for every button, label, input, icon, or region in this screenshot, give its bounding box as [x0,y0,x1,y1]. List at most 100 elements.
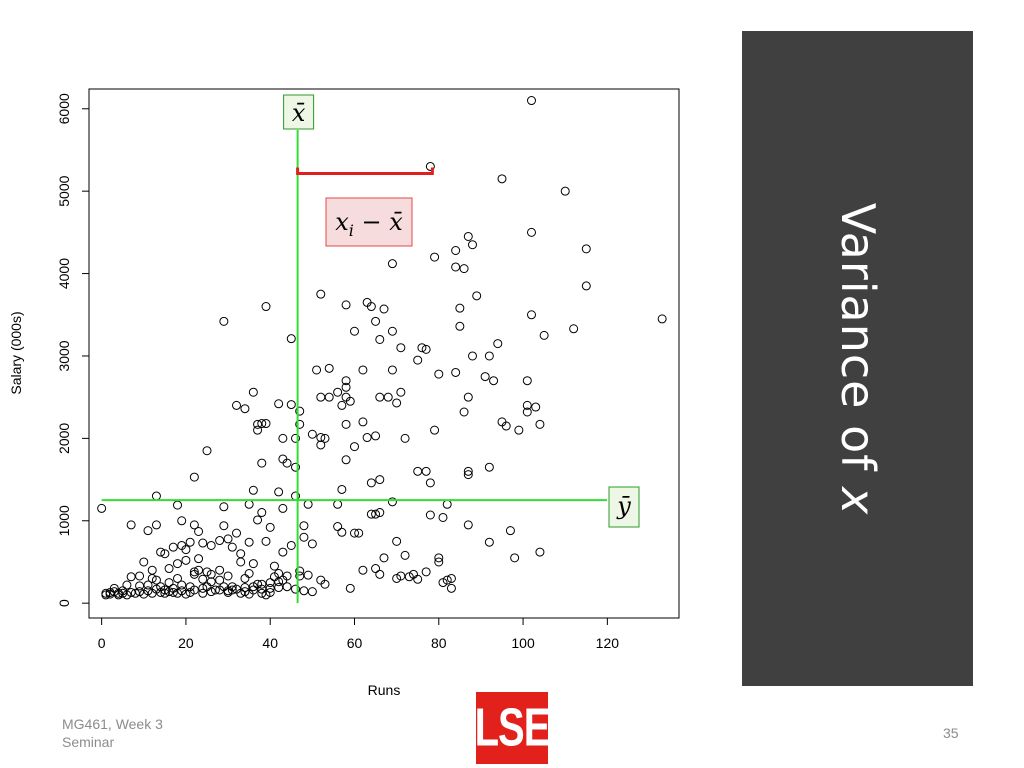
data-point [337,400,347,410]
data-point [248,559,258,569]
data-point [206,569,216,579]
footer-course: MG461, Week 3 Seminar [62,715,163,751]
data-point [232,528,241,538]
data-point [236,557,246,567]
data-point [223,571,233,581]
data-point [295,566,305,576]
data-point [463,520,473,530]
data-point [501,421,511,431]
y-tick-label: 5000 [56,175,72,206]
data-point [143,526,153,536]
data-point [480,372,490,382]
data-point [387,259,397,269]
data-point [240,573,250,583]
data-point [232,400,241,410]
slide-title-main: Variance of [830,202,885,487]
data-points [97,96,667,600]
data-point [527,310,536,320]
data-point [455,303,465,313]
data-point [223,534,233,544]
data-point [219,502,229,512]
data-point [261,419,271,429]
data-point [164,578,174,588]
data-point [451,367,461,377]
x-tick-label: 80 [431,635,447,651]
data-point [257,588,267,598]
data-point [253,579,263,589]
data-point [421,466,431,476]
data-point [274,583,284,593]
data-point [109,587,119,597]
data-point [168,583,178,593]
data-point [139,557,149,567]
data-point [295,406,305,416]
data-point [181,545,191,555]
data-point [240,404,250,414]
page-number: 35 [943,725,959,741]
x-tick-label: 120 [596,635,620,651]
data-point [130,588,140,598]
data-point [387,326,397,336]
data-point [510,553,520,563]
data-point [291,433,300,443]
data-point [434,557,444,567]
data-point [316,440,326,450]
data-point [257,579,267,589]
data-point [392,536,402,546]
data-point [278,433,288,443]
data-point [143,586,153,596]
data-point [362,433,372,443]
data-point [173,573,182,583]
title-panel: Variance of x [742,31,973,686]
data-point [135,587,145,597]
data-point [472,291,482,301]
data-point [320,433,330,443]
data-point [261,536,271,546]
data-point [341,419,351,429]
data-point [421,344,431,354]
data-point [215,575,225,585]
data-point [413,355,423,365]
data-point [253,515,263,525]
data-point [392,573,402,583]
deviation-label-rest: − x̄ [354,208,403,236]
data-point [181,555,191,565]
data-point [438,512,448,522]
data-point [425,478,435,488]
y-tick-label: 3000 [56,340,72,371]
data-point [219,316,229,326]
x-axis-title: Runs [368,682,401,698]
data-point [425,161,435,171]
data-point [168,542,178,552]
xbar-label-box [283,94,315,130]
y-tick-label: 6000 [56,93,72,124]
x-axis: 0 20 40 60 80 100 120 [98,617,620,651]
data-point [341,376,351,386]
data-point [316,433,326,443]
data-point [522,400,532,410]
data-point [371,431,381,441]
deviation-label: xi − x̄ [335,208,403,240]
data-point [350,326,359,336]
data-point [522,407,532,417]
data-point [274,577,284,587]
data-point [442,499,452,509]
ybar-label-box [608,486,640,528]
data-point [173,559,182,569]
data-point [341,300,351,310]
data-point [278,454,288,464]
data-point [248,387,258,397]
x-tick-label: 60 [347,635,363,651]
data-point [400,550,410,560]
y-tick-label: 2000 [56,423,72,454]
y-axis: 0 1000 2000 3000 4000 5000 6000 [56,93,90,607]
data-point [97,503,107,513]
data-point [291,584,300,594]
data-point [459,407,469,417]
data-point [240,583,250,593]
data-point [404,572,414,582]
data-point [198,588,208,598]
data-point [337,484,347,494]
data-point [350,442,359,452]
data-point [463,466,473,476]
